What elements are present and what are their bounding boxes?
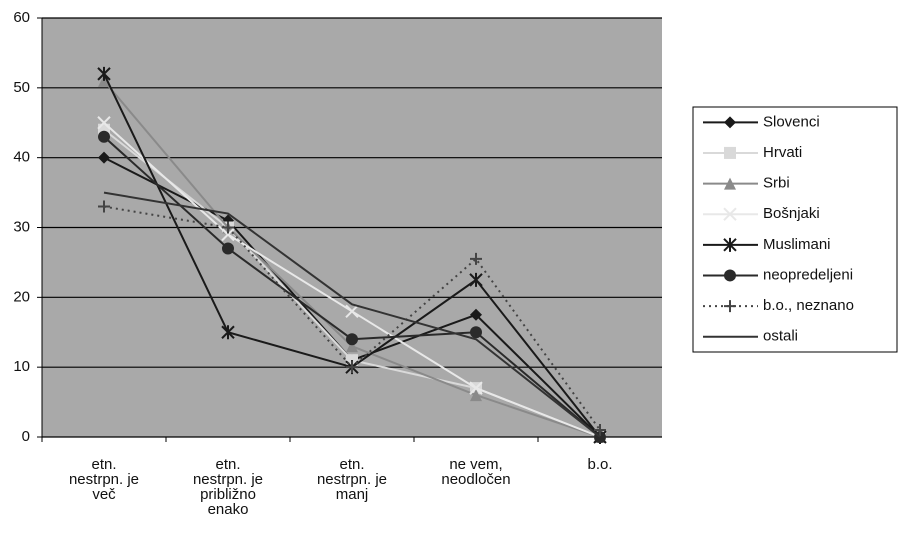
- x-tick-label: nestrpn. je: [317, 471, 387, 488]
- x: [469, 381, 483, 395]
- marker: [724, 146, 736, 159]
- x-tick-label: b.o.: [587, 456, 612, 473]
- legend-label: Muslimani: [763, 236, 831, 253]
- y-tick-label: 60: [13, 9, 30, 26]
- y-tick-label: 10: [13, 358, 30, 375]
- marker: [470, 252, 482, 265]
- x-tick-label: etn.: [215, 456, 240, 473]
- marker: [221, 325, 235, 340]
- marker: [594, 424, 606, 437]
- marker: [724, 177, 736, 190]
- triangle: [470, 389, 482, 402]
- x-tick-label: približno: [200, 486, 256, 503]
- marker: [470, 308, 482, 321]
- legend-label: Srbi: [763, 175, 790, 192]
- circle: [470, 326, 482, 339]
- triangle: [346, 340, 358, 353]
- marker: [222, 242, 234, 255]
- plus: [470, 252, 482, 265]
- marker: [470, 326, 482, 339]
- marker: [723, 237, 737, 252]
- x: [723, 207, 737, 221]
- marker: [222, 221, 234, 234]
- y-tick-label: 40: [13, 149, 30, 166]
- plus: [594, 424, 606, 437]
- marker: [221, 227, 235, 242]
- circle: [724, 269, 736, 282]
- x-tick-label: nestrpn. je: [193, 471, 263, 488]
- series-line: [103, 191, 601, 438]
- plus: [346, 361, 358, 374]
- x-tick-label: več: [92, 486, 116, 503]
- x-tick-label: nestrpn. je: [69, 471, 139, 488]
- legend-label: Bošnjaki: [763, 205, 820, 222]
- marker: [346, 333, 358, 346]
- circle: [98, 130, 110, 143]
- x: [345, 304, 359, 319]
- circle: [222, 242, 234, 255]
- marker: [469, 272, 483, 287]
- x-tick-label: ne vem,: [449, 456, 502, 473]
- marker: [98, 130, 110, 143]
- marker: [98, 151, 110, 164]
- circle: [346, 333, 358, 346]
- x: [221, 227, 235, 242]
- marker: [345, 304, 359, 319]
- marker: [724, 116, 736, 129]
- marker: [724, 300, 736, 313]
- plus: [222, 221, 234, 234]
- marker: [98, 200, 110, 213]
- y-tick-label: 0: [22, 428, 30, 445]
- legend-label: Hrvati: [763, 144, 802, 161]
- marker: [97, 116, 111, 130]
- x-tick-label: manj: [336, 486, 369, 503]
- square: [724, 146, 736, 159]
- plus: [724, 300, 736, 313]
- marker: [469, 381, 483, 395]
- marker: [346, 361, 358, 374]
- triangle: [724, 177, 736, 190]
- x-tick-label: etn.: [91, 456, 116, 473]
- diamond: [98, 151, 110, 164]
- diamond: [724, 116, 736, 129]
- marker: [470, 389, 482, 402]
- x: [97, 116, 111, 130]
- legend-label: b.o., neznano: [763, 297, 854, 314]
- star: [221, 325, 235, 340]
- y-tick-label: 30: [13, 218, 30, 235]
- star: [723, 237, 737, 252]
- star: [97, 66, 111, 81]
- marker: [723, 207, 737, 221]
- star: [469, 272, 483, 287]
- plus: [98, 200, 110, 213]
- marker: [724, 269, 736, 282]
- legend-label: ostali: [763, 328, 798, 345]
- x-tick-label: etn.: [339, 456, 364, 473]
- x-tick-label: enako: [208, 501, 249, 518]
- x-tick-label: neodločen: [441, 471, 510, 488]
- marker: [97, 66, 111, 81]
- y-tick-label: 20: [13, 288, 30, 305]
- marker: [346, 340, 358, 353]
- legend-label: neopredeljeni: [763, 266, 853, 283]
- y-tick-label: 50: [13, 79, 30, 96]
- diamond: [470, 308, 482, 321]
- legend-label: Slovenci: [763, 113, 820, 130]
